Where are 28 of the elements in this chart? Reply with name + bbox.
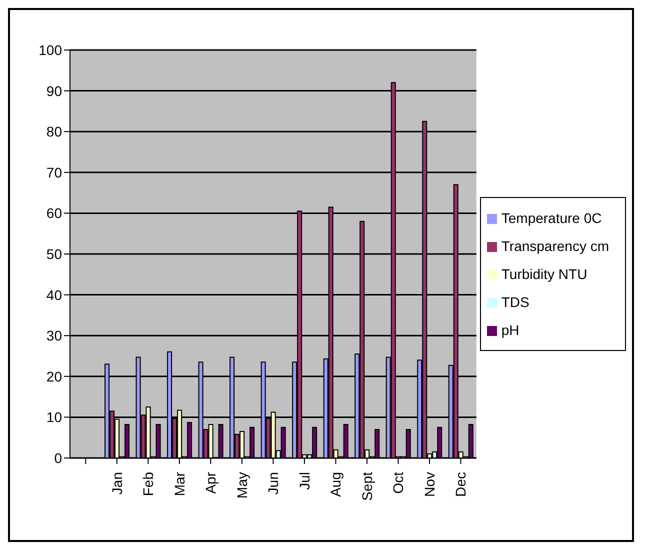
y-tick-label: 100 [38, 42, 62, 58]
y-tick-label: 90 [46, 82, 62, 99]
x-tick-label: May [234, 472, 250, 498]
legend-label: Temperature 0C [501, 210, 602, 226]
x-tick-label: Aug [328, 472, 344, 497]
x-tick-label: Apr [202, 472, 219, 494]
y-tick-label: 30 [46, 328, 62, 344]
legend-label: TDS [501, 294, 530, 310]
x-tick-label: Jan [108, 472, 125, 495]
y-tick-label: 50 [46, 246, 62, 262]
y-tick-label: 10 [46, 409, 62, 426]
y-tick-label: 60 [46, 205, 62, 222]
legend-label: Transparency cm [501, 238, 609, 254]
y-tick-label: 70 [46, 164, 62, 180]
legend-label: Turbidity NTU [501, 266, 588, 282]
x-tick-label: Sept [358, 472, 375, 501]
y-tick-label: 0 [54, 450, 62, 466]
x-tick-label: Mar [171, 472, 188, 496]
x-tick-label: Dec [452, 472, 469, 497]
y-tick-label: 80 [46, 124, 62, 140]
x-tick-label: Nov [421, 472, 438, 497]
x-tick-label: Feb [140, 472, 156, 496]
x-tick-label: Jun [265, 472, 282, 495]
y-tick-label: 40 [46, 286, 62, 303]
legend-label: pH [501, 322, 520, 338]
y-tick-label: 20 [46, 368, 62, 384]
x-tick-label: Jul [296, 472, 312, 490]
x-tick-label: Oct [390, 472, 406, 494]
